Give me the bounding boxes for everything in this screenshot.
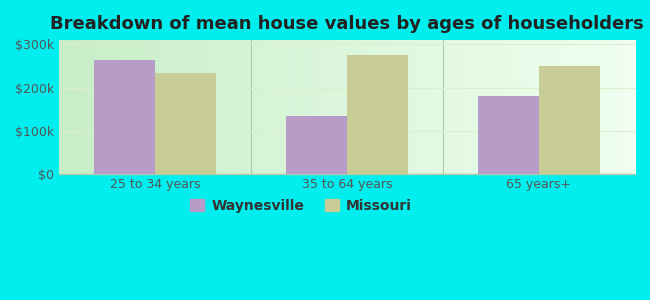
- Bar: [94, 60, 155, 174]
- Title: Breakdown of mean house values by ages of householders: Breakdown of mean house values by ages o…: [50, 15, 644, 33]
- Bar: [347, 55, 408, 174]
- Bar: [478, 96, 539, 174]
- Bar: [539, 66, 601, 174]
- Bar: [285, 116, 347, 174]
- Legend: Waynesville, Missouri: Waynesville, Missouri: [185, 193, 417, 218]
- Bar: [155, 73, 216, 174]
